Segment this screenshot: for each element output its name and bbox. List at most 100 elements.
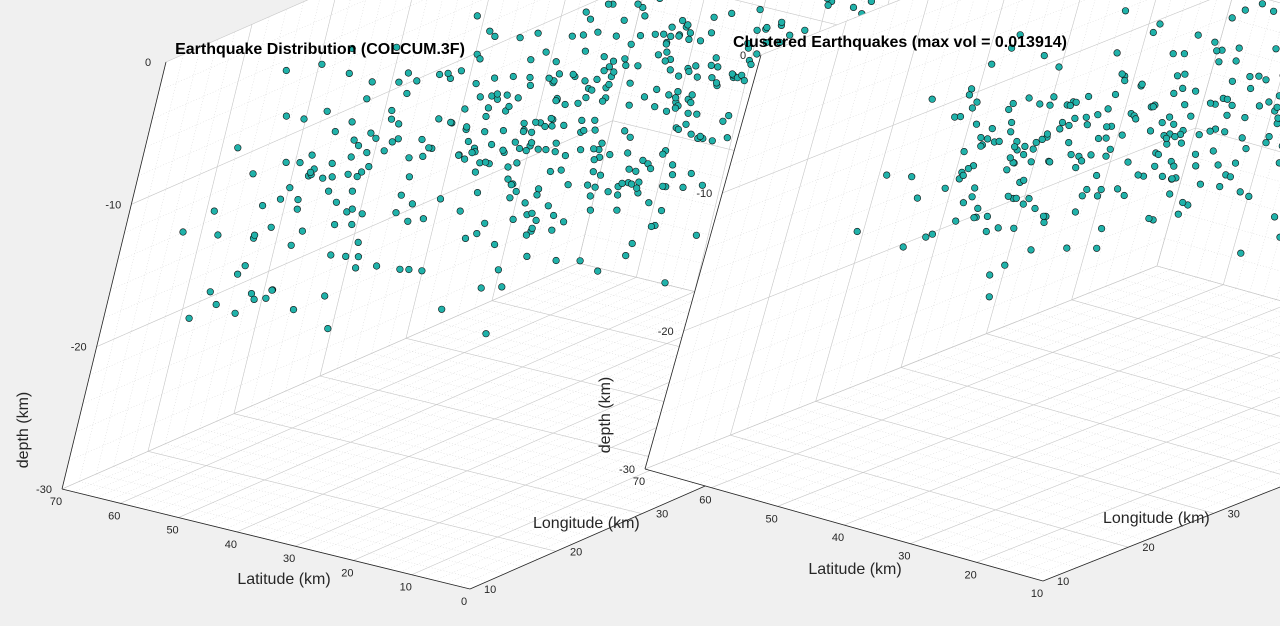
earthquake-point xyxy=(363,95,371,103)
earthquake-point xyxy=(952,217,960,225)
earthquake-point xyxy=(994,224,1002,232)
minor-grid-line xyxy=(302,0,397,384)
earthquake-point xyxy=(1082,113,1090,121)
earthquake-point xyxy=(634,62,642,70)
earthquake-point xyxy=(521,199,529,207)
earthquake-point xyxy=(471,168,480,176)
earthquake-point xyxy=(1151,162,1159,170)
earthquake-point xyxy=(419,215,428,223)
earthquake-point xyxy=(684,21,692,29)
earthquake-point xyxy=(515,144,524,153)
earthquake-point xyxy=(1246,84,1255,93)
earthquake-point xyxy=(1065,139,1073,147)
earthquake-point xyxy=(488,140,496,149)
earthquake-point xyxy=(1145,214,1153,223)
earthquake-point xyxy=(1019,151,1028,159)
earthquake-point xyxy=(298,227,307,235)
earthquake-point xyxy=(688,91,696,99)
earthquake-point xyxy=(1226,173,1234,181)
earthquake-point xyxy=(723,134,731,142)
earthquake-point xyxy=(528,209,536,217)
z-grid-line xyxy=(165,0,309,63)
earthquake-point xyxy=(591,183,599,191)
earthquake-point xyxy=(627,40,635,48)
earthquake-point xyxy=(707,29,716,37)
earthquake-point xyxy=(1102,134,1110,142)
earthquake-point xyxy=(728,70,736,78)
earthquake-point xyxy=(472,79,480,88)
earthquake-point xyxy=(325,187,333,195)
minor-grid-line xyxy=(337,368,746,469)
earthquake-point xyxy=(323,107,331,115)
y-grid-line xyxy=(577,0,643,264)
z-tick-label: -20 xyxy=(71,342,87,354)
earthquake-point xyxy=(600,53,608,61)
earthquake-point xyxy=(684,109,692,117)
earthquake-point xyxy=(388,138,396,146)
earthquake-point xyxy=(1179,84,1187,92)
earthquake-point xyxy=(373,262,381,270)
earthquake-point xyxy=(632,167,640,175)
earthquake-point xyxy=(206,288,214,296)
earthquake-point xyxy=(594,267,602,275)
earthquake-point xyxy=(380,147,388,155)
earthquake-point xyxy=(234,144,242,152)
earthquake-point xyxy=(674,125,683,133)
x-tick-label: 30 xyxy=(283,553,295,565)
earthquake-point xyxy=(526,73,534,82)
minor-grid-line xyxy=(336,0,428,369)
minor-grid-line xyxy=(543,0,612,279)
earthquake-point xyxy=(365,163,373,171)
earthquake-point xyxy=(1236,188,1244,196)
y-grid-line xyxy=(730,434,1129,548)
earthquake-point xyxy=(247,290,256,298)
earthquake-point xyxy=(576,146,585,154)
earthquake-point xyxy=(438,305,446,313)
earthquake-point xyxy=(534,29,542,37)
earthquake-point xyxy=(687,98,695,107)
y-tick-label: 10 xyxy=(1057,576,1069,588)
earthquake-point xyxy=(1228,77,1236,85)
earthquake-point xyxy=(408,200,417,208)
earthquake-point xyxy=(318,60,326,68)
earthquake-point xyxy=(1158,118,1166,127)
earthquake-point xyxy=(493,90,502,98)
minor-grid-line xyxy=(113,39,218,467)
minor-grid-line xyxy=(440,0,520,324)
earthquake-point xyxy=(568,32,576,40)
earthquake-point xyxy=(354,253,363,261)
earthquake-point xyxy=(1007,118,1016,127)
y-grid-line xyxy=(900,0,1005,368)
earthquake-point xyxy=(988,125,996,133)
earthquake-point xyxy=(995,137,1003,145)
earthquake-point xyxy=(358,168,366,176)
earthquake-point xyxy=(522,231,531,239)
earthquake-point xyxy=(494,266,503,274)
earthquake-point xyxy=(712,79,721,87)
earthquake-point xyxy=(668,171,677,179)
earthquake-point xyxy=(1007,44,1016,52)
earthquake-point xyxy=(645,199,653,207)
earthquake-point xyxy=(1010,224,1018,232)
earthquake-point xyxy=(1274,114,1280,122)
earthquake-point xyxy=(473,189,482,197)
earthquake-point xyxy=(610,68,618,76)
earthquake-point xyxy=(640,93,649,101)
earthquake-point xyxy=(395,120,403,128)
earthquake-point xyxy=(1258,0,1266,8)
earthquake-point xyxy=(179,228,187,236)
earthquake-point xyxy=(1275,92,1280,100)
earthquake-point xyxy=(342,252,350,260)
earthquake-point xyxy=(214,231,222,239)
earthquake-point xyxy=(549,211,558,220)
earthquake-point xyxy=(348,187,357,195)
earthquake-point xyxy=(542,48,550,56)
earthquake-point xyxy=(503,91,511,99)
earthquake-point xyxy=(853,227,861,236)
earthquake-point xyxy=(586,206,595,214)
earthquake-point xyxy=(1097,225,1106,233)
earthquake-point xyxy=(1094,134,1103,143)
z-grid-line xyxy=(61,262,579,490)
earthquake-point xyxy=(612,32,620,40)
earthquake-point xyxy=(289,306,298,314)
